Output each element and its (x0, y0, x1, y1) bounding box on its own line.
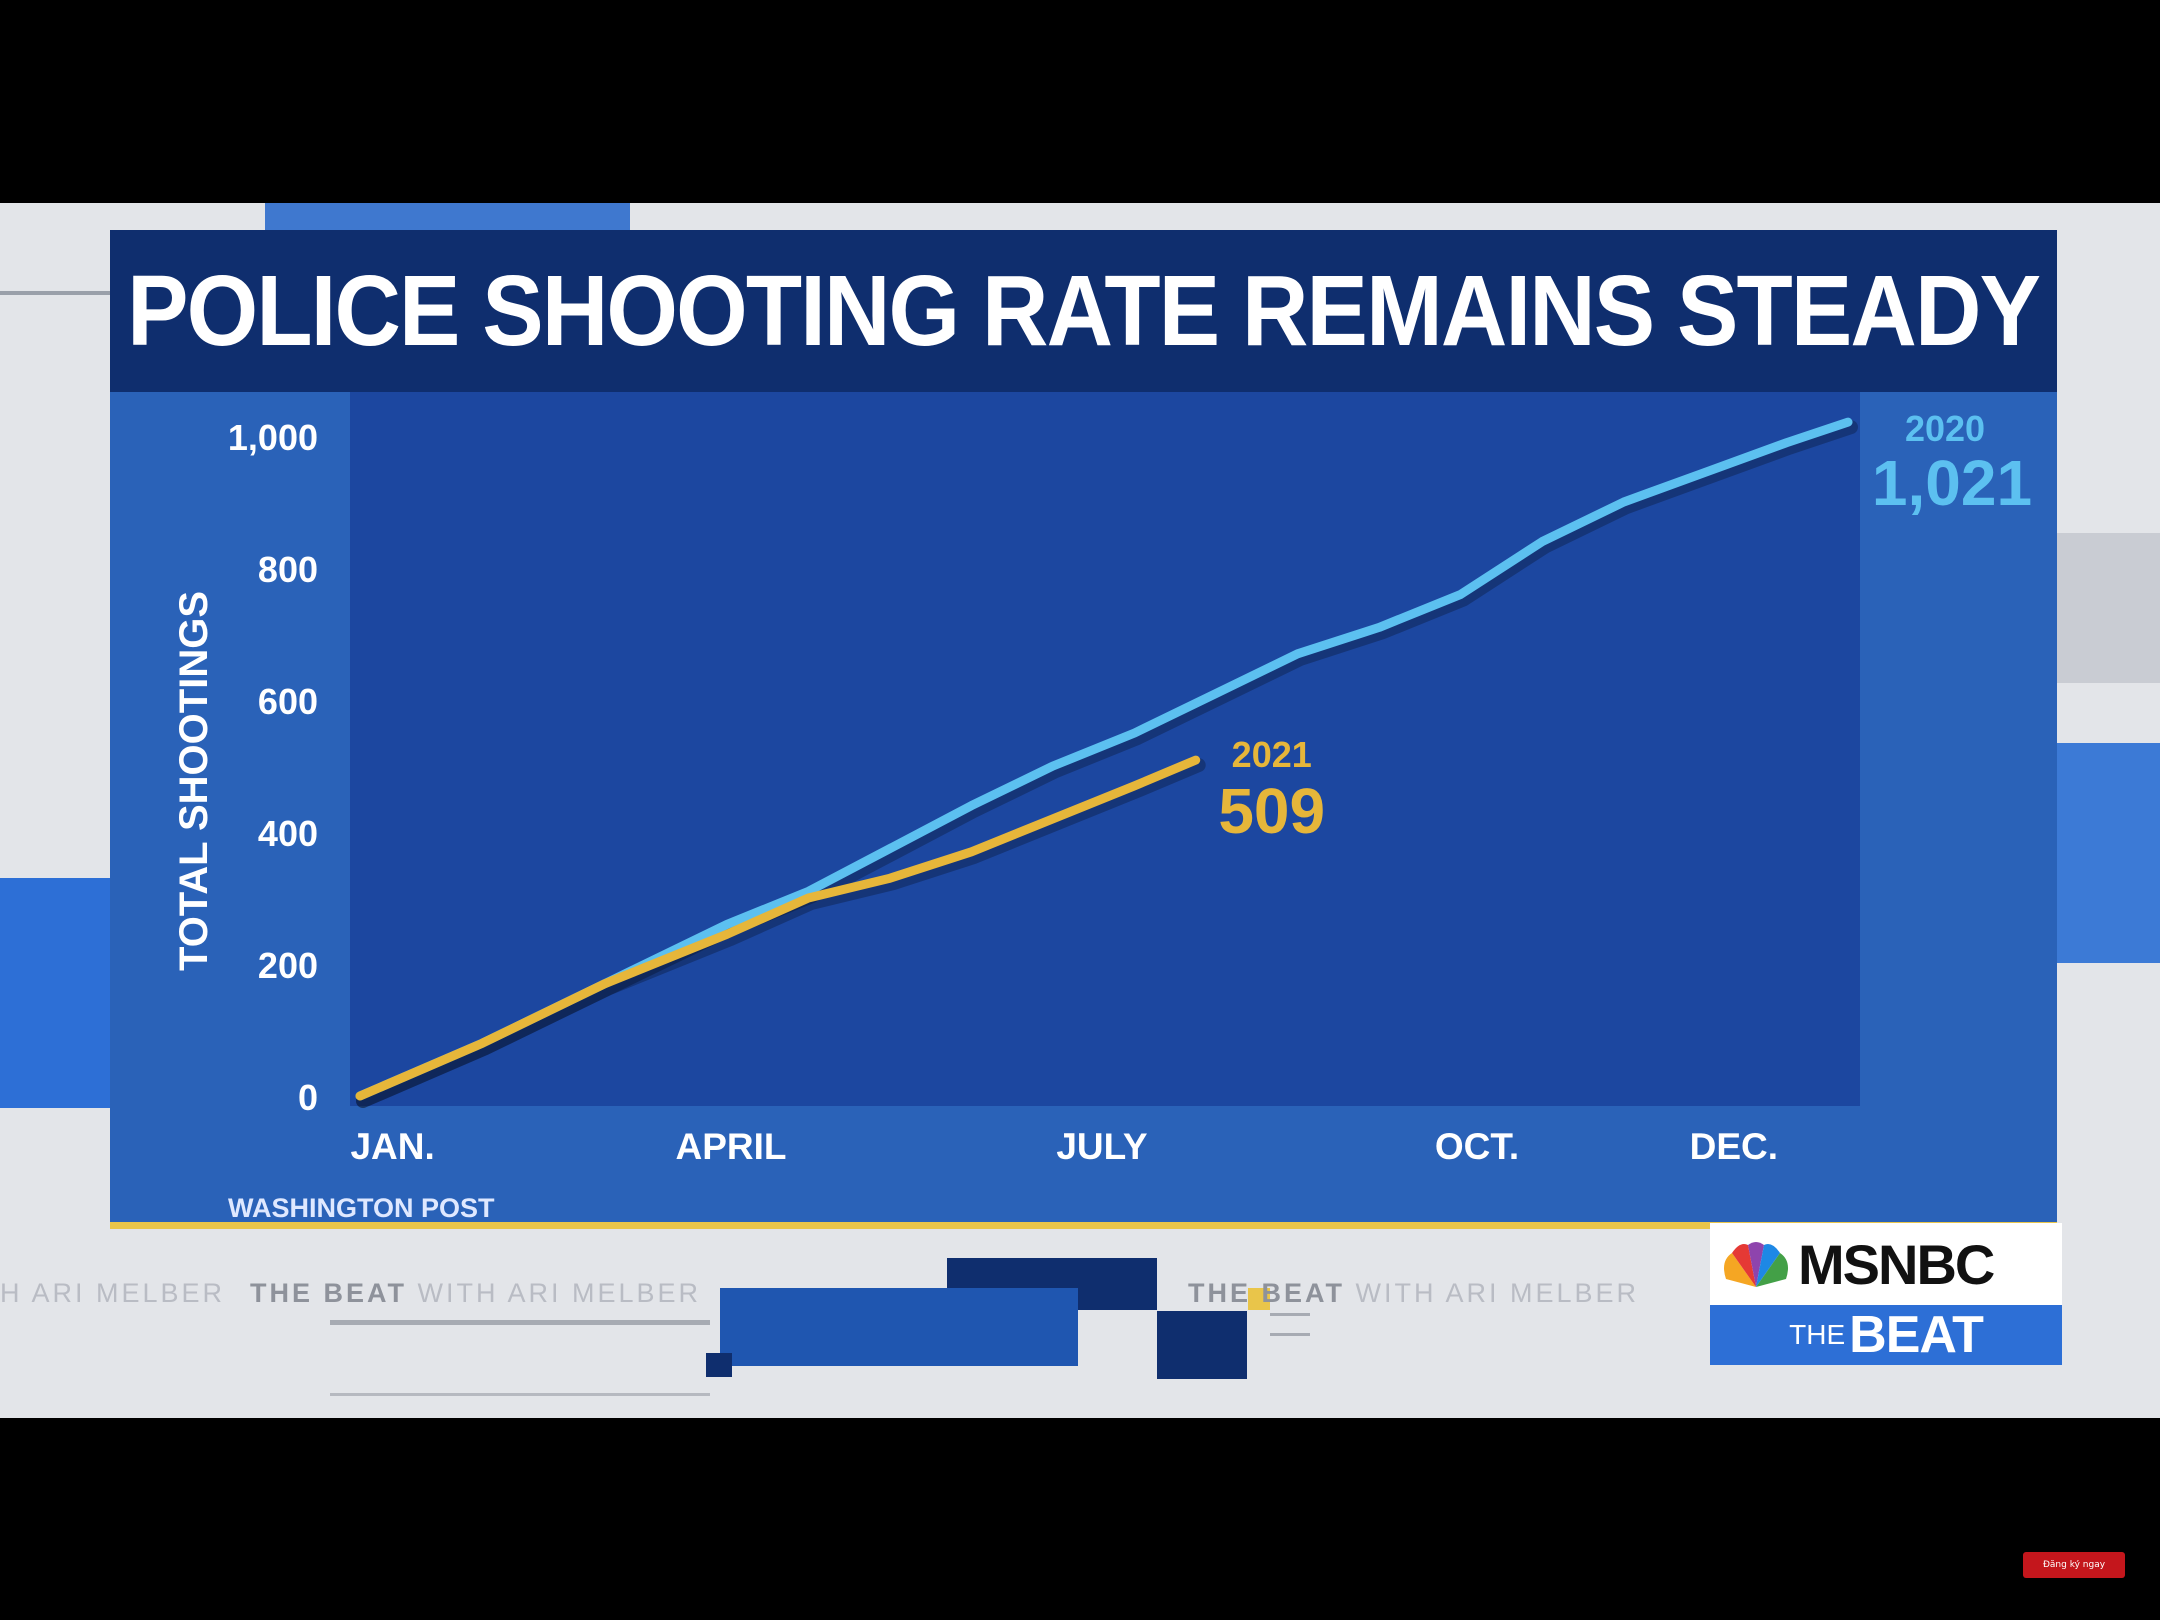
series-2020-point (1377, 625, 1382, 630)
x-tick-label: DEC. (1690, 1126, 1778, 1167)
ticker-segment-2: THE BEAT WITH ARI MELBER (1188, 1278, 1639, 1309)
show-logo: THE BEAT (1710, 1305, 2062, 1365)
series-2020-point (724, 922, 729, 927)
ticker-left: H ARI MELBER (0, 1278, 226, 1308)
subscribe-button[interactable]: Đăng ký ngay (2023, 1552, 2125, 1578)
series-2021-point (724, 932, 729, 937)
series-2021-point (1132, 783, 1137, 788)
series-2020-point (969, 803, 974, 808)
bg-line-bottom-1 (330, 1320, 710, 1325)
network-logo: MSNBC THE BEAT (1710, 1223, 2062, 1368)
bg-line-bottom-3 (1270, 1313, 1310, 1316)
peacock-icon (1724, 1242, 1788, 1287)
ticker-show-name: THE BEAT (1188, 1278, 1345, 1308)
series-2020-year-label: 2020 (1905, 408, 1985, 449)
series-2020-point (887, 846, 892, 851)
series-2020-point (1214, 691, 1219, 696)
series-2021-point (480, 1041, 485, 1046)
show-prefix: THE (1789, 1319, 1846, 1350)
bg-line-left (0, 291, 110, 295)
x-tick-label: OCT. (1435, 1126, 1519, 1167)
series-2021-year-label: 2021 (1232, 734, 1312, 775)
bg-block-right (2057, 743, 2160, 963)
x-tick-label: JULY (1056, 1126, 1148, 1167)
gold-divider (110, 1222, 2057, 1229)
series-2020-point (806, 889, 811, 894)
series-2021-point (887, 876, 892, 881)
series-2021-point (1193, 758, 1198, 763)
series-2021-shadow (356, 758, 1206, 1108)
bg-block-top (265, 203, 630, 230)
bg-block-bottom-3 (1157, 1311, 1247, 1379)
series-2020-point (1132, 731, 1137, 735)
y-tick-label: 400 (258, 813, 318, 854)
series-2021-point (969, 849, 974, 854)
title-bar: POLICE SHOOTING RATE REMAINS STEADY (110, 230, 2057, 392)
series-2021-line (355, 755, 1201, 1101)
x-tick-label: APRIL (675, 1126, 786, 1167)
bg-line-bottom-4 (1270, 1333, 1310, 1336)
series-2020-point (1295, 651, 1300, 656)
show-name: BEAT (1849, 1306, 1984, 1364)
series-2020-line (355, 417, 1853, 1101)
network-name: MSNBC (1798, 1232, 1995, 1296)
series-2020-point (1621, 500, 1626, 504)
series-2020-point (1051, 764, 1056, 768)
bg-block-right-2 (2057, 533, 2160, 683)
series-2020-point (1703, 470, 1708, 475)
y-tick-label: 600 (258, 681, 318, 722)
y-tick-label: 200 (258, 945, 318, 986)
series-2021-point (602, 981, 607, 986)
series-2021-value-label: 509 (1218, 775, 1325, 847)
msnbc-logo: MSNBC (1710, 1223, 2062, 1305)
bg-line-bottom-2 (330, 1393, 710, 1396)
chart-title: POLICE SHOOTING RATE REMAINS STEADY (127, 254, 2041, 367)
series-2020-point (1540, 539, 1545, 544)
bg-block-left (0, 878, 110, 1108)
ticker-segment-1: THE BEAT WITH ARI MELBER (250, 1278, 701, 1309)
series-2021-point (806, 896, 811, 900)
bg-block-bottom-2 (720, 1288, 1078, 1366)
x-tick-label: JAN. (350, 1126, 434, 1167)
ticker-show-name: THE BEAT (250, 1278, 407, 1308)
source-credit: WASHINGTON POST (228, 1193, 495, 1223)
series-2020-point (1784, 440, 1789, 445)
broadcast-graphic: H ARI MELBER THE BEAT WITH ARI MELBER TH… (0, 203, 2160, 1418)
series-2021-point (1051, 816, 1056, 821)
y-axis-label: TOTAL SHOOTINGS (172, 591, 216, 971)
line-chart: TOTAL SHOOTINGS 0 200 400 600 800 1,000 JAN. APR… (172, 408, 2032, 1167)
y-tick-label: 1,000 (228, 417, 318, 458)
y-tick-label: 800 (258, 549, 318, 590)
bg-block-bottom-4 (706, 1353, 732, 1377)
y-tick-label: 0 (298, 1077, 318, 1118)
bg-accent-square (1248, 1288, 1270, 1310)
series-2020-point (1846, 420, 1850, 425)
series-2020-point (1458, 592, 1463, 597)
series-2020-value-label: 1,021 (1872, 447, 2032, 519)
series-2021-point (358, 1094, 362, 1098)
ticker-host: WITH ARI MELBER (407, 1278, 702, 1308)
ticker-host: WITH ARI MELBER (1345, 1278, 1640, 1308)
